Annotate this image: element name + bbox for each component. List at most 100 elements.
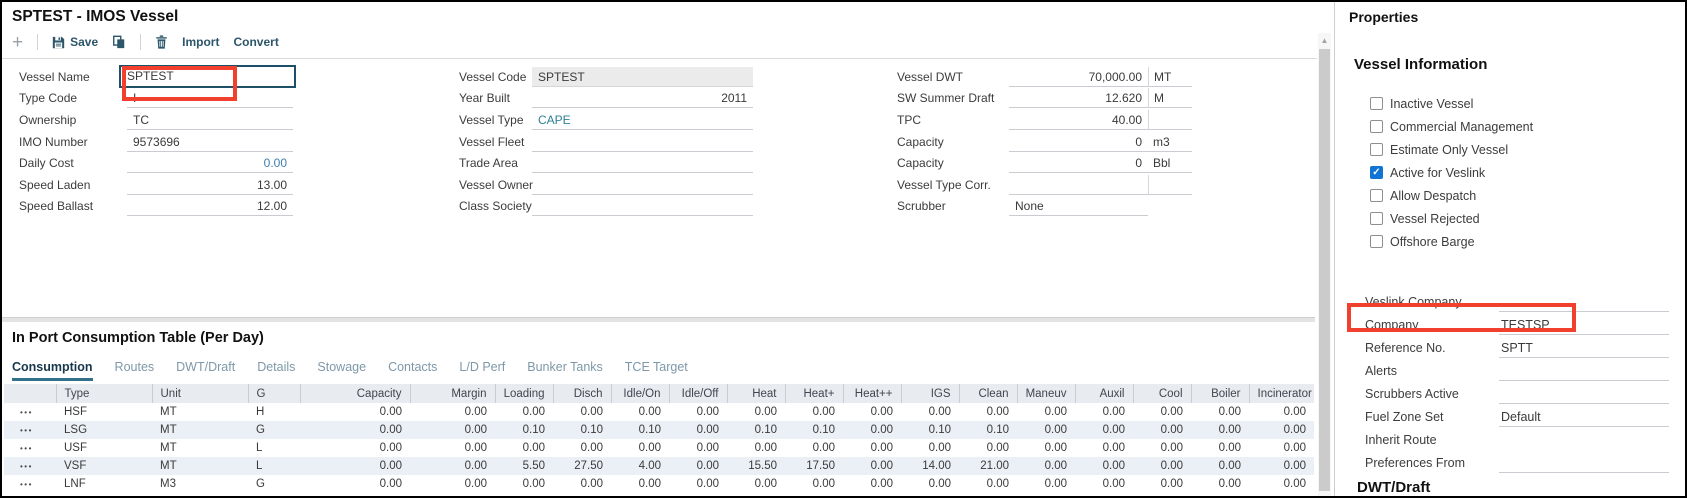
cell-cool[interactable]: 0.00 xyxy=(1160,406,1183,418)
tab-consumption[interactable]: Consumption xyxy=(12,360,93,381)
field-daily-cost[interactable]: 0.00 xyxy=(127,153,293,174)
cell-loading[interactable]: 0.00 xyxy=(522,406,545,418)
field-capacity[interactable]: 0 xyxy=(1009,153,1148,174)
cell-heat[interactable]: 0.00 xyxy=(754,478,777,490)
cell-idle-on[interactable]: 0.10 xyxy=(611,421,669,439)
field-class-society[interactable] xyxy=(532,196,753,217)
tab-tce-target[interactable]: TCE Target xyxy=(624,360,688,374)
convert-button[interactable]: Convert xyxy=(233,35,279,49)
cell-clean[interactable]: 21.00 xyxy=(959,457,1017,475)
field-speed-ballast[interactable]: 12.00 xyxy=(127,196,293,217)
cell-loading[interactable]: 0.10 xyxy=(495,421,553,439)
cell-heat[interactable]: 0.00 xyxy=(812,478,835,490)
tab-bunker-tanks[interactable]: Bunker Tanks xyxy=(527,360,603,374)
field-ownership[interactable]: TC xyxy=(127,110,293,130)
cell-idle-off[interactable]: 0.00 xyxy=(696,442,719,454)
field-vessel-type[interactable]: CAPE xyxy=(532,110,753,130)
property-field-company[interactable]: TESTSP xyxy=(1499,315,1669,335)
cell-heat[interactable]: 0.00 xyxy=(843,421,901,439)
cell-idle-off[interactable]: 0.00 xyxy=(669,421,727,439)
cell-idle-off[interactable]: 0.00 xyxy=(696,406,719,418)
save-button[interactable]: Save xyxy=(52,35,98,49)
cell-heat[interactable]: 0.00 xyxy=(754,442,777,454)
cell-incinerator[interactable]: 0.00 xyxy=(1249,457,1314,475)
tab-l-d-perf[interactable]: L/D Perf xyxy=(459,360,506,374)
tab-stowage[interactable]: Stowage xyxy=(317,360,367,374)
cell-idle-off[interactable]: 0.00 xyxy=(669,457,727,475)
cell-disch[interactable]: 27.50 xyxy=(553,457,611,475)
cell-heat[interactable]: 0.00 xyxy=(870,406,893,418)
cell-boiler[interactable]: 0.00 xyxy=(1191,457,1249,475)
tab-routes[interactable]: Routes xyxy=(114,360,155,374)
cell-igs[interactable]: 0.00 xyxy=(928,478,951,490)
cell-heat[interactable]: 0.00 xyxy=(754,406,777,418)
cell-idle-off[interactable]: 0.00 xyxy=(696,478,719,490)
cell-loading[interactable]: 0.00 xyxy=(522,478,545,490)
cell-unit[interactable]: MT xyxy=(160,406,177,418)
field-vessel-fleet[interactable] xyxy=(532,132,753,152)
cell-boiler[interactable]: 0.00 xyxy=(1191,421,1249,439)
row-menu-icon[interactable]: ••• xyxy=(4,457,56,475)
checkbox-offshore-barge[interactable] xyxy=(1370,235,1383,248)
field-trade-area[interactable] xyxy=(532,153,753,174)
add-icon[interactable]: + xyxy=(12,31,24,53)
scroll-up-icon[interactable]: ▲ xyxy=(1320,36,1329,45)
checkbox-commercial-management[interactable] xyxy=(1370,120,1383,133)
cell-capacity[interactable]: 0.00 xyxy=(379,442,402,454)
property-field-veslink-company[interactable] xyxy=(1499,292,1669,312)
cell-margin[interactable]: 0.00 xyxy=(464,442,487,454)
cell-cool[interactable]: 0.00 xyxy=(1133,457,1191,475)
field-tpc[interactable]: 40.00 xyxy=(1009,110,1148,130)
row-menu-icon[interactable]: ••• xyxy=(20,407,33,417)
cell-disch[interactable]: 0.10 xyxy=(553,421,611,439)
cell-cool[interactable]: 0.00 xyxy=(1133,421,1191,439)
cell-margin[interactable]: 0.00 xyxy=(464,406,487,418)
cell-type[interactable]: LSG xyxy=(56,421,152,439)
tab-contacts[interactable]: Contacts xyxy=(388,360,438,374)
checkbox-active-for-veslink[interactable]: ✓ xyxy=(1370,166,1383,179)
copy-icon[interactable] xyxy=(112,35,126,49)
cell-igs[interactable]: 14.00 xyxy=(901,457,959,475)
field-vessel-type-corr[interactable] xyxy=(1009,175,1148,195)
checkbox-vessel-rejected[interactable] xyxy=(1370,212,1383,225)
cell-heat[interactable]: 15.50 xyxy=(727,457,785,475)
field-speed-laden[interactable]: 13.00 xyxy=(127,175,293,195)
cell-idle-on[interactable]: 4.00 xyxy=(611,457,669,475)
field-vessel-name[interactable]: SPTEST xyxy=(119,65,296,89)
cell-igs[interactable]: 0.10 xyxy=(901,421,959,439)
cell-igs[interactable]: 0.00 xyxy=(928,406,951,418)
cell-margin[interactable]: 0.00 xyxy=(410,421,495,439)
cell-clean[interactable]: 0.00 xyxy=(986,406,1009,418)
cell-boiler[interactable]: 0.00 xyxy=(1218,478,1241,490)
property-field-alerts[interactable] xyxy=(1499,361,1669,381)
cell-boiler[interactable]: 0.00 xyxy=(1218,406,1241,418)
field-imo-number[interactable]: 9573696 xyxy=(127,132,293,152)
checkbox-inactive-vessel[interactable] xyxy=(1370,97,1383,110)
cell-heat[interactable]: 0.00 xyxy=(812,442,835,454)
cell-heat[interactable]: 17.50 xyxy=(785,457,843,475)
row-menu-icon[interactable]: ••• xyxy=(4,421,56,439)
cell-auxil[interactable]: 0.00 xyxy=(1075,421,1133,439)
cell-type[interactable]: USF xyxy=(64,442,87,454)
cell-heat[interactable]: 0.00 xyxy=(843,457,901,475)
cell-margin[interactable]: 0.00 xyxy=(464,478,487,490)
cell-heat[interactable]: 0.10 xyxy=(727,421,785,439)
field-year-built[interactable]: 2011 xyxy=(532,88,753,109)
cell-igs[interactable]: 0.00 xyxy=(928,442,951,454)
scrollbar-thumb[interactable] xyxy=(1319,49,1330,491)
cell-maneuv[interactable]: 0.00 xyxy=(1017,457,1075,475)
field-vessel-code[interactable]: SPTEST xyxy=(532,66,753,87)
cell-g[interactable]: L xyxy=(248,457,300,475)
property-field-preferences-from[interactable] xyxy=(1499,453,1669,473)
cell-capacity[interactable]: 0.00 xyxy=(300,421,410,439)
cell-unit[interactable]: MT xyxy=(152,421,248,439)
cell-maneuv[interactable]: 0.00 xyxy=(1044,406,1067,418)
cell-clean[interactable]: 0.00 xyxy=(986,478,1009,490)
cell-loading[interactable]: 5.50 xyxy=(495,457,553,475)
cell-incinerator[interactable]: 0.00 xyxy=(1283,442,1306,454)
import-button[interactable]: Import xyxy=(182,35,220,49)
cell-disch[interactable]: 0.00 xyxy=(580,478,603,490)
cell-loading[interactable]: 0.00 xyxy=(522,442,545,454)
property-field-fuel-zone-set[interactable]: Default xyxy=(1499,407,1669,427)
checkbox-allow-despatch[interactable] xyxy=(1370,189,1383,202)
